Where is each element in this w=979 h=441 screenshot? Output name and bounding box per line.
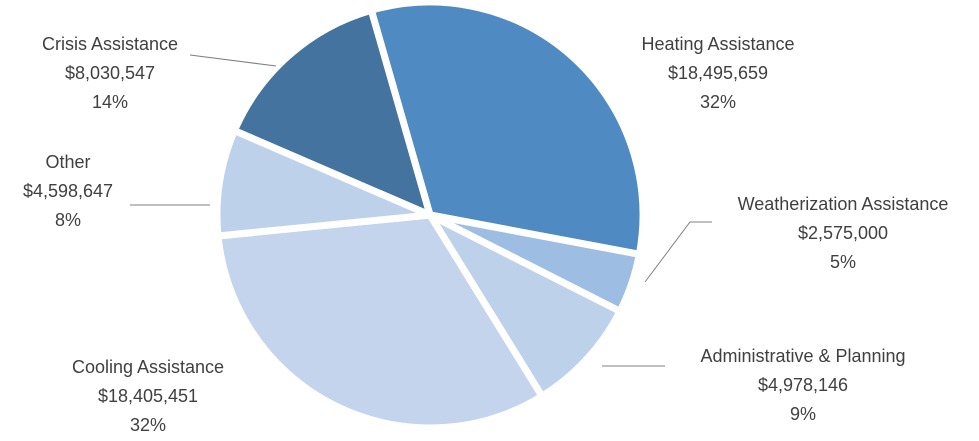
value-label: $18,495,659 — [668, 63, 768, 83]
slice-label: Weatherization Assistance — [738, 194, 949, 214]
pie-slice — [230, 6, 434, 219]
value-label: $4,598,647 — [23, 181, 113, 201]
leader-line — [644, 221, 712, 283]
percent-label: 14% — [92, 92, 128, 112]
pie-slice — [214, 211, 546, 432]
value-label: $4,978,146 — [758, 375, 848, 395]
percent-label: 5% — [830, 252, 856, 272]
slice-label: Cooling Assistance — [72, 357, 224, 377]
slice-label: Other — [45, 152, 90, 172]
pie-slice — [367, 0, 647, 258]
percent-label: 9% — [790, 404, 816, 424]
slice-label: Administrative & Planning — [700, 346, 905, 366]
slice-label: Crisis Assistance — [42, 34, 178, 54]
percent-label: 32% — [130, 415, 166, 435]
value-label: $8,030,547 — [65, 63, 155, 83]
pie-slice — [426, 211, 624, 400]
percent-label: 8% — [55, 210, 81, 230]
leader-line — [189, 54, 277, 67]
value-label: $2,575,000 — [798, 223, 888, 243]
slice-label: Heating Assistance — [641, 34, 794, 54]
percent-label: 32% — [700, 92, 736, 112]
value-label: $18,405,451 — [98, 386, 198, 406]
